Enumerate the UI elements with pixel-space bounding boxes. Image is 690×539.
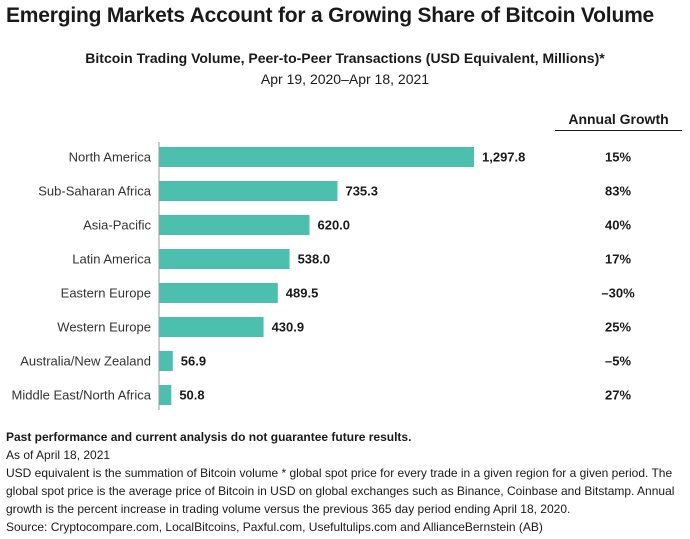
category-label-latin-america: Latin America [72, 252, 152, 267]
footnote: USD equivalent is the summation of Bitco… [6, 466, 675, 516]
growth-label-australia-new-zealand: –5% [605, 354, 631, 369]
chart-subtitle: Bitcoin Trading Volume, Peer-to-Peer Tra… [85, 50, 605, 66]
category-label-north-america: North America [69, 150, 152, 165]
bar-western-europe [159, 317, 264, 337]
growth-label-sub-saharan-africa: 83% [605, 184, 631, 199]
date-range: Apr 19, 2020–Apr 18, 2021 [260, 71, 430, 87]
chart-title: Emerging Markets Account for a Growing S… [6, 4, 655, 27]
growth-label-asia-pacific: 40% [605, 218, 631, 233]
value-label-asia-pacific: 620.0 [317, 218, 350, 233]
bar-australia-new-zealand [159, 351, 173, 371]
value-label-middle-east-north-africa: 50.8 [179, 388, 204, 403]
as-of-date: As of April 18, 2021 [6, 448, 111, 462]
growth-label-middle-east-north-africa: 27% [605, 388, 631, 403]
growth-label-latin-america: 17% [605, 252, 631, 267]
category-label-middle-east-north-africa: Middle East/North Africa [12, 388, 152, 403]
annual-growth-header: Annual Growth [555, 111, 682, 131]
bar-north-america [159, 147, 474, 167]
value-label-western-europe: 430.9 [272, 320, 305, 335]
growth-label-western-europe: 25% [605, 320, 631, 335]
category-label-sub-saharan-africa: Sub-Saharan Africa [38, 184, 152, 199]
bar-chart: North America 1,297.8 15% Sub-Saharan Afric… [12, 142, 635, 410]
value-label-eastern-europe: 489.5 [286, 286, 319, 301]
disclaimer: Past performance and current analysis do… [6, 430, 412, 444]
bar-latin-america [159, 249, 290, 269]
category-label-western-europe: Western Europe [57, 320, 151, 335]
bar-eastern-europe [159, 283, 278, 303]
value-label-latin-america: 538.0 [298, 252, 331, 267]
category-label-asia-pacific: Asia-Pacific [83, 218, 151, 233]
value-label-sub-saharan-africa: 735.3 [345, 184, 378, 199]
value-label-north-america: 1,297.8 [482, 150, 525, 165]
value-label-australia-new-zealand: 56.9 [181, 354, 206, 369]
bar-sub-saharan-africa [159, 181, 338, 201]
category-label-australia-new-zealand: Australia/New Zealand [20, 354, 151, 369]
category-label-eastern-europe: Eastern Europe [61, 286, 151, 301]
source-note: Source: Cryptocompare.com, LocalBitcoins… [6, 520, 543, 534]
chart-notes: Past performance and current analysis do… [6, 428, 686, 536]
bar-asia-pacific [159, 215, 310, 235]
growth-label-eastern-europe: –30% [601, 286, 635, 301]
growth-label-north-america: 15% [605, 150, 631, 165]
bar-middle-east-north-africa [159, 385, 172, 405]
